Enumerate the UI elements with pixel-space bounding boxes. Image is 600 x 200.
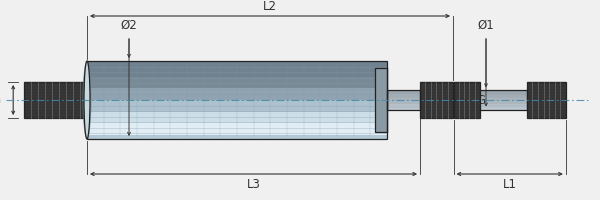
Bar <box>87 61 387 63</box>
Bar <box>480 90 527 110</box>
Bar <box>480 96 527 98</box>
Bar <box>24 82 87 118</box>
Bar <box>87 113 387 116</box>
Bar <box>87 127 387 129</box>
Bar <box>480 102 527 104</box>
Bar <box>87 96 387 98</box>
Bar <box>387 90 420 110</box>
Bar <box>480 106 527 108</box>
Bar <box>87 94 387 96</box>
Bar <box>87 102 387 104</box>
Text: Ø2: Ø2 <box>121 19 137 32</box>
Bar <box>87 98 387 100</box>
Bar <box>87 121 387 123</box>
Bar <box>480 107 527 110</box>
Bar <box>87 90 387 92</box>
Bar <box>480 104 527 106</box>
Bar <box>387 98 420 100</box>
Bar <box>87 117 387 119</box>
Text: L3: L3 <box>247 178 260 192</box>
Bar <box>87 125 387 127</box>
Bar <box>87 115 387 118</box>
Bar <box>375 68 387 132</box>
Text: G: G <box>0 94 1 106</box>
Bar <box>87 64 387 67</box>
Ellipse shape <box>83 61 91 139</box>
Bar <box>87 76 387 79</box>
Bar <box>87 63 387 65</box>
Text: Ø1: Ø1 <box>478 19 494 32</box>
Bar <box>87 80 387 82</box>
Bar <box>87 100 387 102</box>
Bar <box>87 123 387 125</box>
Bar <box>87 109 387 112</box>
Bar <box>387 106 420 108</box>
Bar <box>87 135 387 137</box>
Bar <box>387 90 420 92</box>
Bar <box>87 133 387 135</box>
Bar <box>87 61 387 139</box>
Bar <box>480 90 527 92</box>
Bar <box>480 92 527 94</box>
Bar <box>387 100 420 102</box>
Bar <box>87 119 387 121</box>
Bar <box>387 96 420 98</box>
Bar <box>87 78 387 80</box>
Text: L1: L1 <box>503 178 517 192</box>
Bar <box>87 104 387 106</box>
Bar <box>87 66 387 69</box>
Text: L2: L2 <box>263 0 277 13</box>
Bar <box>87 82 387 84</box>
Bar <box>87 107 387 110</box>
Bar <box>527 82 566 118</box>
Bar <box>87 129 387 131</box>
Ellipse shape <box>84 61 90 139</box>
Bar <box>420 82 453 118</box>
Bar <box>87 92 387 94</box>
Bar <box>480 100 527 102</box>
Bar <box>87 72 387 75</box>
Bar <box>87 86 387 88</box>
Bar <box>87 137 387 139</box>
Bar <box>87 70 387 73</box>
Bar <box>87 84 387 86</box>
Bar <box>387 108 420 110</box>
Bar <box>387 102 420 104</box>
Bar <box>87 105 387 108</box>
Text: G: G <box>476 94 485 106</box>
Bar <box>480 94 527 96</box>
Bar <box>87 88 387 90</box>
Bar <box>87 131 387 133</box>
Bar <box>87 111 387 114</box>
Bar <box>387 104 420 106</box>
Bar <box>387 92 420 94</box>
Bar <box>387 94 420 96</box>
Bar <box>87 68 387 71</box>
Bar <box>480 98 527 100</box>
Bar <box>454 82 480 118</box>
Bar <box>87 74 387 77</box>
